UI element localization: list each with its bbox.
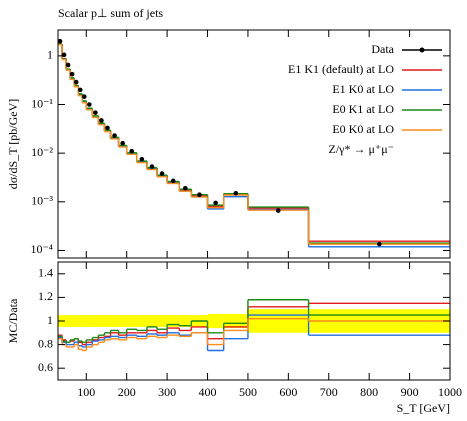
data-point xyxy=(376,241,382,247)
uncertainty-band xyxy=(118,315,127,327)
x-tick-label: 300 xyxy=(158,385,176,399)
data-point xyxy=(120,140,125,146)
y-tick-label: 10⁻³ xyxy=(31,194,53,208)
uncertainty-band xyxy=(92,315,99,327)
data-point xyxy=(93,110,98,115)
y-tick-label: 1 xyxy=(47,313,53,327)
data-point xyxy=(149,164,155,169)
data-point xyxy=(213,200,218,206)
uncertainty-band xyxy=(136,315,147,327)
x-tick-label: 1000 xyxy=(438,385,462,399)
x-tick-label: 900 xyxy=(401,385,419,399)
data-point xyxy=(69,71,75,77)
y-tick-label: 0.8 xyxy=(38,336,53,350)
uncertainty-band xyxy=(179,315,192,327)
data-point xyxy=(65,62,71,68)
uncertainty-band xyxy=(110,315,119,327)
plot-frame xyxy=(57,29,451,259)
data-point xyxy=(233,190,239,196)
data-point xyxy=(99,118,104,123)
legend-marker xyxy=(419,47,425,53)
data-point xyxy=(77,87,83,93)
data-point xyxy=(139,156,145,162)
uncertainty-band xyxy=(223,313,248,329)
data-point xyxy=(105,125,110,131)
chart-title: Scalar p⊥ sum of jets xyxy=(58,6,163,20)
uncertainty-band xyxy=(104,315,111,327)
uncertainty-band xyxy=(247,309,309,333)
data-point xyxy=(197,192,202,198)
data-point xyxy=(182,185,188,191)
legend-label: E0 K0 at LO xyxy=(332,122,394,136)
data-point xyxy=(61,52,67,58)
uncertainty-band xyxy=(78,315,83,327)
uncertainty-band xyxy=(207,313,224,329)
uncertainty-band xyxy=(70,315,75,327)
x-tick-label: 100 xyxy=(77,385,95,399)
uncertainty-band xyxy=(98,315,105,327)
y-tick-label: 1.4 xyxy=(38,266,53,280)
y-tick-label: 1.2 xyxy=(38,289,53,303)
data-point xyxy=(81,94,87,99)
x-tick-label: 700 xyxy=(320,385,338,399)
y-tick-label: 10⁻⁴ xyxy=(30,242,53,256)
y-tick-label: 10⁻² xyxy=(31,145,53,159)
data-point xyxy=(275,208,281,213)
x-tick-label: 600 xyxy=(279,385,297,399)
y-axis-label: dσ/dS_T [pb/GeV] xyxy=(6,99,20,190)
uncertainty-band xyxy=(167,315,180,327)
x-tick-label: 800 xyxy=(360,385,378,399)
data-point xyxy=(159,171,165,176)
annotation: Z/γ* → μ⁺μ⁻ xyxy=(328,142,394,156)
y-tick-label: 10⁻¹ xyxy=(31,96,53,110)
legend-label: E1 K0 at LO xyxy=(332,82,394,96)
data-point xyxy=(73,79,79,85)
uncertainty-band xyxy=(66,315,71,327)
uncertainty-band xyxy=(86,315,93,327)
legend-label: Data xyxy=(371,42,394,56)
data-point xyxy=(57,38,63,44)
uncertainty-band xyxy=(126,315,137,327)
x-tick-label: 200 xyxy=(118,385,136,399)
x-tick-label: 500 xyxy=(239,385,257,399)
uncertainty-band xyxy=(74,315,79,327)
x-tick-label: 400 xyxy=(199,385,217,399)
y-tick-label: 1 xyxy=(47,48,53,62)
data-point xyxy=(112,133,117,138)
ratio-axis-label: MC/Data xyxy=(6,298,20,343)
data-point xyxy=(129,148,135,154)
y-tick-label: 0.6 xyxy=(38,360,53,374)
legend-label: E1 K1 (default) at LO xyxy=(288,62,394,76)
legend-label: E0 K1 at LO xyxy=(332,102,394,116)
uncertainty-band xyxy=(82,315,87,327)
data-point xyxy=(170,178,176,184)
data-point xyxy=(87,102,92,107)
uncertainty-band xyxy=(157,315,168,327)
x-axis-label: S_T [GeV] xyxy=(397,401,450,415)
uncertainty-band xyxy=(146,315,158,327)
